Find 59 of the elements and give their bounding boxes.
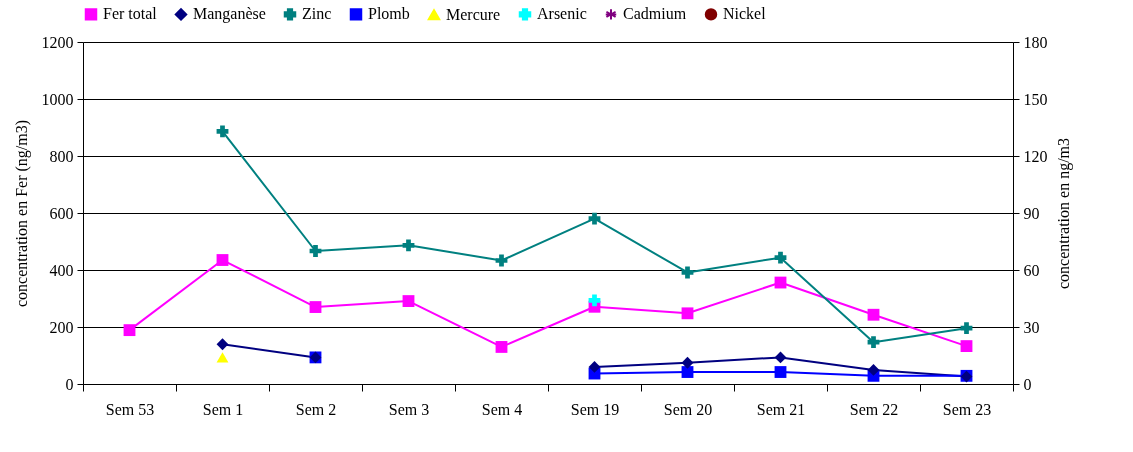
point	[216, 352, 229, 363]
point	[495, 341, 508, 353]
legend-label: Plomb	[368, 5, 410, 23]
point	[588, 294, 601, 307]
y-tick-label: 1000	[41, 90, 74, 108]
point	[681, 356, 694, 369]
x-tick-label: Sem 23	[942, 400, 992, 418]
x-tick-label: Sem 2	[295, 400, 337, 418]
legend-label: Zinc	[302, 5, 332, 23]
y2-tick-label: 120	[1023, 147, 1048, 165]
legend-label: Nickel	[723, 5, 767, 23]
y2-tick-label: 30	[1023, 318, 1040, 336]
legend-label: Cadmium	[623, 5, 687, 23]
point	[402, 295, 415, 307]
point	[309, 245, 322, 257]
point	[681, 266, 694, 279]
point	[774, 251, 787, 264]
y2-tick-label: 90	[1023, 204, 1040, 222]
x-tick-label: Sem 1	[202, 400, 244, 418]
y2-axis-title: concentration en ng/m3	[1054, 137, 1073, 290]
y2-tick-label: 60	[1023, 261, 1040, 279]
point	[495, 254, 508, 267]
point	[774, 351, 787, 364]
point	[867, 364, 880, 376]
y-tick-label: 1200	[41, 33, 74, 51]
point	[216, 125, 229, 138]
y-tick-label: 800	[49, 147, 74, 165]
point	[681, 307, 694, 320]
legend-label: Arsenic	[537, 5, 587, 23]
y-tick-label: 400	[49, 261, 74, 279]
y2-tick-label: 180	[1023, 33, 1048, 51]
point	[588, 212, 601, 225]
y2-tick-label: 0	[1023, 375, 1032, 393]
x-tick-label: Sem 20	[663, 400, 713, 418]
point	[960, 340, 973, 353]
x-tick-label: Sem 21	[756, 400, 806, 418]
point	[123, 324, 136, 337]
x-tick-label: Sem 19	[570, 400, 620, 418]
y-tick-label: 600	[49, 204, 74, 222]
y-axis-title: concentration en Fer (ng/m3)	[12, 119, 31, 308]
x-tick-label: Sem 3	[388, 400, 430, 418]
point	[588, 360, 601, 373]
point	[867, 336, 880, 349]
point	[216, 254, 229, 266]
point	[960, 322, 973, 335]
x-tick-label: Sem 22	[849, 400, 899, 418]
point	[309, 301, 322, 313]
y-tick-label: 0	[65, 375, 74, 393]
legend-label: Fer total	[103, 5, 158, 23]
point	[774, 366, 787, 378]
point	[216, 338, 229, 351]
point	[867, 308, 880, 321]
y-tick-label: 200	[49, 318, 74, 336]
x-tick-label: Sem 53	[105, 400, 155, 418]
legend-label: Manganèse	[193, 5, 266, 24]
x-tick-label: Sem 4	[481, 400, 523, 418]
y2-tick-label: 150	[1023, 90, 1048, 108]
legend-label: Mercure	[446, 5, 501, 23]
point	[402, 239, 415, 252]
